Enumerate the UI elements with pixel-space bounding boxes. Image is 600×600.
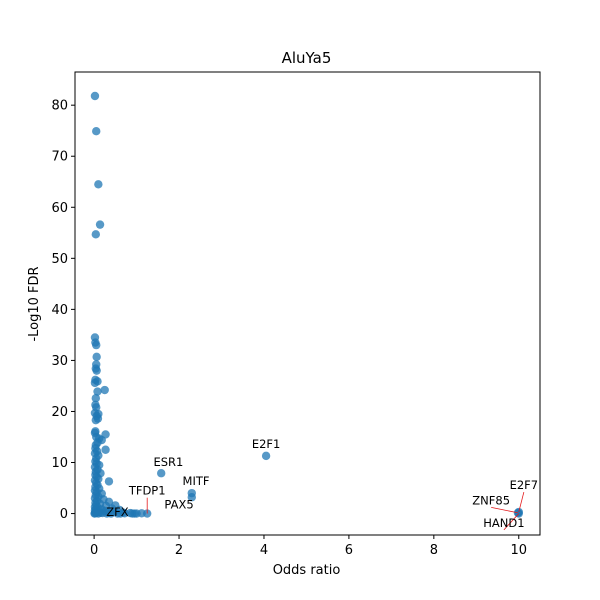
points-layer — [90, 91, 523, 518]
data-point — [100, 385, 109, 395]
data-point — [93, 387, 102, 396]
data-point — [94, 180, 103, 189]
annotation-label: ZFX — [106, 505, 128, 519]
data-point — [90, 509, 99, 518]
y-tick-label: 80 — [51, 99, 68, 114]
chart-title: AluYa5 — [282, 49, 332, 67]
y-axis-title: -Log10 FDR — [27, 266, 42, 341]
annotation-label: E2F7 — [510, 478, 539, 492]
y-tick-label: 10 — [51, 456, 68, 471]
x-tick-label: 0 — [90, 543, 98, 558]
x-axis-title: Odds ratio — [273, 563, 341, 578]
data-point — [104, 477, 114, 486]
data-point — [92, 366, 101, 375]
y-tick-label: 20 — [51, 405, 68, 420]
annotation-label: MITF — [183, 474, 210, 488]
data-point — [101, 445, 110, 454]
annotation-leader-line — [503, 513, 520, 531]
data-point — [92, 352, 101, 362]
data-point — [92, 127, 101, 136]
y-tick-label: 50 — [51, 252, 68, 267]
x-tick-label: 2 — [175, 543, 183, 558]
data-point — [90, 91, 100, 101]
data-point — [91, 393, 101, 403]
y-tick-label: 30 — [51, 354, 68, 369]
annotation-label: ZNF85 — [472, 493, 510, 507]
annotation-label: PAX5 — [164, 497, 193, 511]
x-tick-label: 8 — [430, 543, 438, 558]
x-tick-label: 10 — [510, 543, 527, 558]
x-tick-label: 4 — [260, 543, 268, 558]
x-tick-label: 6 — [345, 543, 353, 558]
axes-layer: 0 2 4 6 8 10 0 10 20 30 40 50 60 70 80 — [51, 71, 541, 558]
annotation-leader-line — [491, 506, 518, 514]
y-tick-label: 60 — [51, 201, 68, 216]
annotation-label: HAND1 — [483, 516, 524, 530]
annotation-label: ESR1 — [153, 455, 183, 469]
data-point — [157, 469, 166, 478]
plot-frame — [74, 71, 541, 536]
data-point — [95, 220, 105, 229]
y-tick-label: 40 — [51, 303, 68, 318]
y-tick-label: 70 — [51, 150, 68, 165]
annotation-leader-line — [518, 491, 525, 513]
annotation-label: TFDP1 — [128, 484, 166, 498]
y-tick-label: 0 — [60, 507, 68, 522]
data-point — [102, 509, 112, 518]
annotation-label: E2F1 — [252, 437, 281, 451]
data-point — [91, 415, 101, 425]
data-point — [90, 378, 100, 388]
data-point — [187, 493, 196, 502]
data-point — [261, 451, 271, 461]
data-point — [91, 230, 101, 239]
data-point — [92, 340, 101, 350]
